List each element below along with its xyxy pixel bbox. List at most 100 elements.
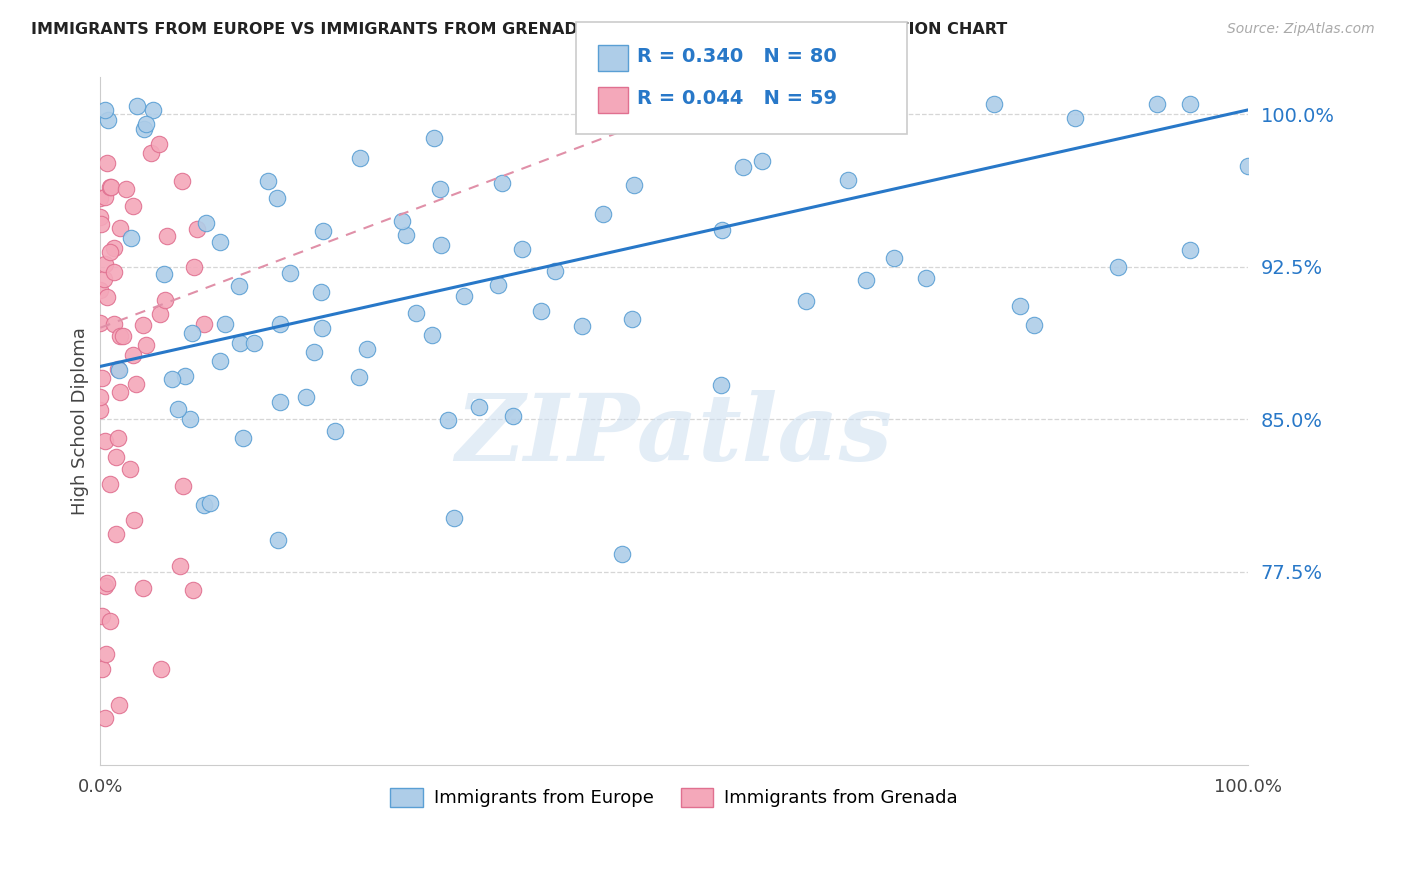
- Point: [312, 224, 335, 238]
- Point: [349, 151, 371, 165]
- Point: [612, 547, 634, 561]
- Point: [269, 394, 291, 409]
- Point: [115, 181, 138, 195]
- Point: [620, 312, 643, 326]
- Point: [100, 244, 122, 259]
- Point: [468, 400, 491, 414]
- Text: R = 0.044   N = 59: R = 0.044 N = 59: [637, 88, 837, 108]
- Point: [98, 614, 121, 628]
- Point: [267, 533, 290, 548]
- Point: [706, 99, 728, 113]
- Point: [544, 264, 567, 278]
- Point: [108, 384, 131, 399]
- Point: [405, 306, 427, 320]
- Point: [486, 277, 509, 292]
- Point: [139, 146, 162, 161]
- Point: [232, 432, 254, 446]
- Point: [94, 579, 117, 593]
- Point: [266, 190, 288, 204]
- Point: [180, 326, 202, 340]
- Point: [209, 235, 232, 250]
- Point: [172, 174, 194, 188]
- Point: [356, 342, 378, 356]
- Point: [121, 199, 143, 213]
- Point: [89, 316, 111, 330]
- Point: [731, 160, 754, 174]
- Point: [181, 583, 204, 598]
- Point: [108, 363, 131, 377]
- Point: [437, 413, 460, 427]
- Point: [195, 216, 218, 230]
- Point: [93, 190, 115, 204]
- Point: [90, 608, 112, 623]
- Point: [94, 434, 117, 448]
- Point: [391, 214, 413, 228]
- Point: [174, 368, 197, 383]
- Point: [142, 103, 165, 117]
- Point: [108, 328, 131, 343]
- Point: [167, 401, 190, 416]
- Point: [179, 412, 201, 426]
- Point: [1146, 96, 1168, 111]
- Point: [423, 131, 446, 145]
- Point: [491, 176, 513, 190]
- Point: [510, 242, 533, 256]
- Point: [915, 270, 938, 285]
- Point: [295, 390, 318, 404]
- Text: IMMIGRANTS FROM EUROPE VS IMMIGRANTS FROM GRENADA HIGH SCHOOL DIPLOMA CORRELATIO: IMMIGRANTS FROM EUROPE VS IMMIGRANTS FRO…: [31, 22, 1007, 37]
- Point: [162, 372, 184, 386]
- Point: [257, 173, 280, 187]
- Point: [120, 231, 142, 245]
- Point: [1107, 260, 1129, 275]
- Point: [323, 424, 346, 438]
- Point: [107, 431, 129, 445]
- Point: [93, 257, 115, 271]
- Point: [90, 217, 112, 231]
- Point: [453, 289, 475, 303]
- Point: [794, 293, 817, 308]
- Point: [98, 179, 121, 194]
- Point: [96, 647, 118, 661]
- Point: [169, 559, 191, 574]
- Point: [103, 265, 125, 279]
- Point: [347, 369, 370, 384]
- Point: [94, 103, 117, 117]
- Point: [89, 191, 111, 205]
- Text: ZIPatlas: ZIPatlas: [456, 390, 893, 480]
- Point: [172, 479, 194, 493]
- Legend: Immigrants from Europe, Immigrants from Grenada: Immigrants from Europe, Immigrants from …: [382, 780, 965, 814]
- Point: [89, 283, 111, 297]
- Point: [149, 307, 172, 321]
- Point: [148, 136, 170, 151]
- Point: [153, 268, 176, 282]
- Point: [132, 581, 155, 595]
- Point: [103, 317, 125, 331]
- Point: [193, 318, 215, 332]
- Point: [242, 336, 264, 351]
- Point: [883, 251, 905, 265]
- Text: R = 0.340   N = 80: R = 0.340 N = 80: [637, 46, 837, 66]
- Point: [96, 576, 118, 591]
- Point: [186, 222, 208, 236]
- Point: [107, 698, 129, 712]
- Point: [208, 354, 231, 368]
- Point: [530, 303, 553, 318]
- Point: [98, 476, 121, 491]
- Point: [1178, 96, 1201, 111]
- Point: [228, 279, 250, 293]
- Point: [111, 329, 134, 343]
- Point: [309, 285, 332, 299]
- Point: [93, 272, 115, 286]
- Point: [100, 180, 122, 194]
- Point: [502, 409, 524, 424]
- Point: [1022, 318, 1045, 332]
- Point: [96, 156, 118, 170]
- Point: [89, 390, 111, 404]
- Point: [155, 293, 177, 308]
- Point: [1236, 159, 1258, 173]
- Point: [751, 154, 773, 169]
- Point: [1008, 300, 1031, 314]
- Point: [269, 317, 291, 331]
- Point: [623, 178, 645, 192]
- Point: [193, 498, 215, 512]
